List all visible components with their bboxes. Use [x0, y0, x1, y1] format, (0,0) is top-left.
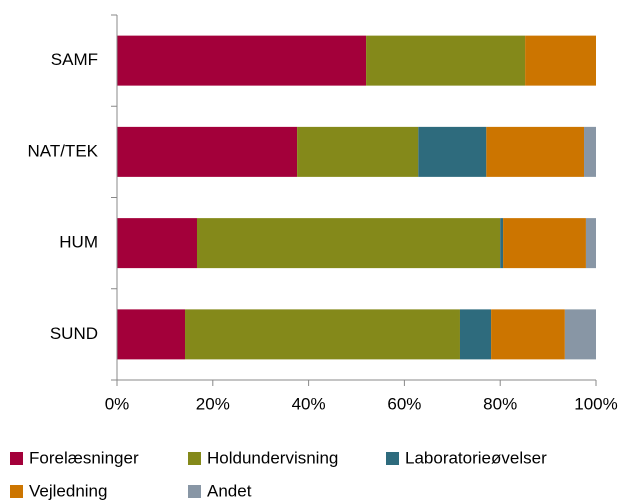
legend-label: Forelæsninger: [29, 448, 139, 467]
bar-segment: [500, 218, 504, 269]
bar-segment: [117, 35, 367, 86]
y-tick-label: NAT/TEK: [27, 141, 98, 160]
bar-segment: [117, 309, 186, 360]
legend-label: Vejledning: [29, 481, 107, 500]
bar-segment: [459, 309, 492, 360]
bar-segment: [503, 218, 586, 269]
bar-segment: [117, 126, 298, 177]
bar-segment: [366, 35, 526, 86]
bar-segment: [564, 309, 596, 360]
bar-segment: [491, 309, 565, 360]
x-tick-label: 80%: [483, 394, 517, 413]
bar-segment: [584, 126, 596, 177]
bar-segment: [525, 35, 596, 86]
y-tick-label: SAMF: [51, 50, 98, 69]
legend-swatch: [188, 452, 201, 465]
bar-segment: [418, 126, 487, 177]
bar-segment: [486, 126, 585, 177]
x-tick-label: 60%: [387, 394, 421, 413]
y-tick-label: HUM: [59, 233, 98, 252]
legend-label: Holdundervisning: [207, 448, 338, 467]
legend-swatch: [10, 485, 23, 498]
bar-segment: [297, 126, 419, 177]
x-tick-label: 40%: [292, 394, 326, 413]
x-tick-label: 20%: [196, 394, 230, 413]
legend-label: Andet: [207, 481, 252, 500]
bar-segment: [585, 218, 596, 269]
legend-label: Laboratorieøvelser: [405, 448, 547, 467]
x-tick-label: 0%: [105, 394, 130, 413]
bar-segment: [196, 218, 501, 269]
x-tick-label: 100%: [574, 394, 617, 413]
legend-swatch: [188, 485, 201, 498]
y-tick-label: SUND: [50, 324, 98, 343]
bar-segment: [185, 309, 460, 360]
legend-swatch: [386, 452, 399, 465]
legend-swatch: [10, 452, 23, 465]
bar-segment: [117, 218, 197, 269]
